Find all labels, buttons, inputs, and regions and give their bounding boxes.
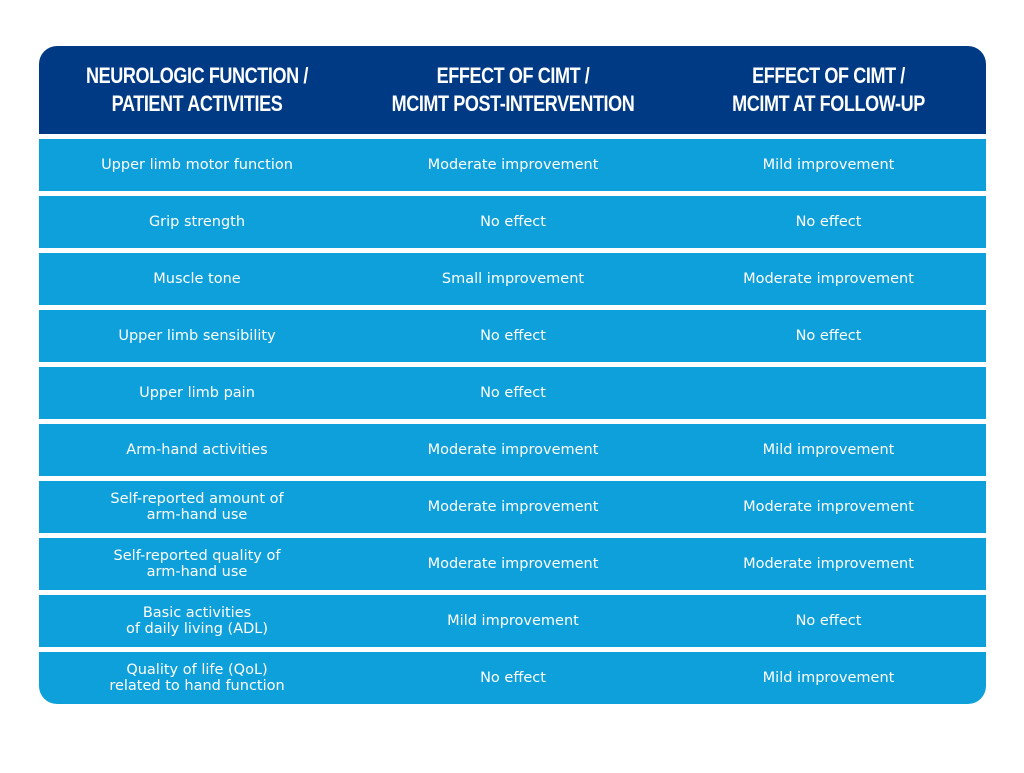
table-row: Grip strength No effect No effect (39, 196, 986, 248)
follow-up-cell: Mild improvement (762, 670, 895, 686)
post-intervention-cell: Moderate improvement (427, 556, 599, 572)
follow-up-cell: Moderate improvement (743, 556, 914, 572)
function-cell: Upper limb sensibility (118, 328, 276, 344)
follow-up-cell: Mild improvement (762, 442, 895, 458)
table-row: Upper limb pain No effect (39, 367, 986, 419)
post-intervention-cell: Mild improvement (447, 613, 579, 629)
post-intervention-cell: No effect (480, 214, 546, 230)
header-neurologic-function: NEUROLOGIC FUNCTION / PATIENT ACTIVITIES (86, 63, 308, 116)
table-row: Arm-hand activities Moderate improvement… (39, 424, 986, 476)
table-row: Basic activities of daily living (ADL) M… (39, 595, 986, 647)
post-intervention-cell: Moderate improvement (427, 499, 599, 515)
function-cell: Self-reported amount of arm-hand use (110, 491, 284, 523)
header-post-intervention: EFFECT OF CIMT / MCIMT POST-INTERVENTION (391, 63, 635, 116)
function-cell: Upper limb pain (139, 385, 255, 401)
function-cell: Self-reported quality of arm-hand use (113, 548, 281, 580)
header-follow-up: EFFECT OF CIMT / MCIMT AT FOLLOW-UP (732, 63, 925, 116)
follow-up-cell: Mild improvement (762, 157, 895, 173)
table-row: Upper limb sensibility No effect No effe… (39, 310, 986, 362)
post-intervention-cell: No effect (480, 328, 546, 344)
table-row: Upper limb motor function Moderate impro… (39, 139, 986, 191)
post-intervention-cell: Moderate improvement (427, 442, 599, 458)
table-row: Self-reported quality of arm-hand use Mo… (39, 538, 986, 590)
table-header: NEUROLOGIC FUNCTION / PATIENT ACTIVITIES… (39, 46, 986, 134)
post-intervention-cell: Small improvement (441, 271, 585, 287)
follow-up-cell: No effect (795, 328, 862, 344)
post-intervention-cell: No effect (480, 670, 546, 686)
function-cell: Quality of life (QoL) related to hand fu… (109, 662, 285, 694)
function-cell: Basic activities of daily living (ADL) (125, 605, 269, 637)
table-row: Quality of life (QoL) related to hand fu… (39, 652, 986, 704)
table-row: Muscle tone Small improvement Moderate i… (39, 253, 986, 305)
post-intervention-cell: Moderate improvement (427, 157, 599, 173)
cimt-effects-table: NEUROLOGIC FUNCTION / PATIENT ACTIVITIES… (39, 46, 986, 704)
follow-up-cell: No effect (795, 214, 862, 230)
function-cell: Grip strength (148, 214, 246, 230)
follow-up-cell: Moderate improvement (743, 271, 914, 287)
follow-up-cell: Moderate improvement (743, 499, 914, 515)
function-cell: Muscle tone (153, 271, 241, 287)
post-intervention-cell: No effect (480, 385, 546, 401)
function-cell: Arm-hand activities (126, 442, 268, 458)
follow-up-cell: No effect (795, 613, 862, 629)
function-cell: Upper limb motor function (101, 157, 293, 173)
table-row: Self-reported amount of arm-hand use Mod… (39, 481, 986, 533)
